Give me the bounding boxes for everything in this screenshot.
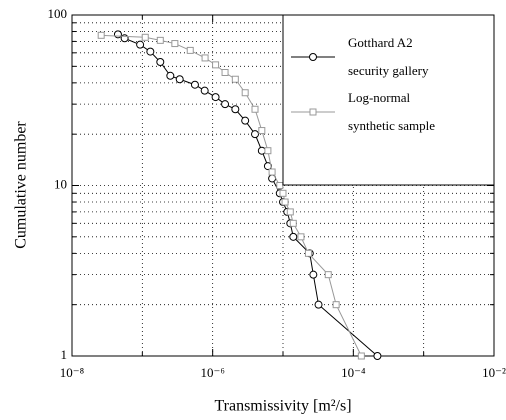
x-tick-label: 10⁻² [482,365,506,380]
point [241,89,249,97]
point [279,189,287,197]
point [281,198,289,206]
y-tick-label: 100 [48,6,68,21]
point [166,71,175,80]
point [175,75,184,84]
point [286,208,294,216]
point [297,233,305,241]
point [257,146,266,155]
point [241,116,250,125]
point [97,31,105,39]
legend-label-line: security gallery [348,63,429,78]
point [211,93,220,102]
point [251,105,259,113]
point [201,54,209,62]
point [136,40,145,49]
legend-label-line: Gotthard A2 [348,35,413,50]
point [190,80,199,89]
x-axis-label: Transmissivity [m²/s] [214,398,351,415]
point [141,33,149,41]
y-tick-label: 10 [54,176,67,191]
y-tick-label: 1 [61,347,68,362]
point [221,100,230,109]
point [264,147,272,155]
point [289,219,297,227]
point [186,46,194,54]
point [171,40,179,48]
point [251,130,260,139]
point [304,249,312,257]
point [212,61,220,69]
legend-label-line: synthetic sample [348,118,435,133]
point [113,30,122,39]
point [156,58,165,67]
legend-box [282,14,495,186]
legend-label: Log-normal synthetic sample [348,90,435,133]
point [314,300,323,309]
point [231,75,239,83]
point [373,352,382,360]
point [309,53,317,61]
y-axis-label: Cumulative number [13,121,30,249]
point [221,68,229,76]
point [324,271,332,279]
point [200,86,209,95]
legend-label: Gotthard A2 security gallery [348,35,429,78]
point [276,182,284,189]
x-tick-label: 10⁻⁶ [200,365,224,380]
point [258,127,266,135]
point [289,232,298,241]
point [332,301,340,309]
x-tick-label: 10⁻⁴ [341,365,366,380]
point [309,270,318,279]
point [357,352,365,360]
legend-label-line: Log-normal [348,90,410,105]
x-tick-label: 10⁻⁸ [60,365,85,380]
point [146,47,155,56]
point [231,105,240,114]
point [156,36,164,44]
point [268,168,276,176]
point [309,108,317,116]
